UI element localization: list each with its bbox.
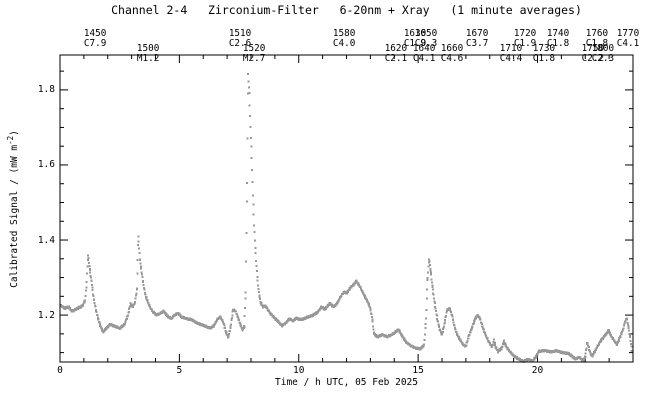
flare-event-number: 1720 (513, 28, 537, 39)
flare-annotation: 1650 C9.3 (415, 29, 437, 49)
flare-annotation: 1620 C2.1 (385, 44, 407, 64)
flare-event-number: 1670 (465, 28, 489, 39)
flare-event-number: 1500 (136, 43, 160, 54)
x-tick-label: 15 (412, 365, 424, 376)
flare-event-number: 1640 (412, 43, 436, 54)
flare-annotation: 1800 C2.3 (592, 44, 614, 64)
flare-annotation: 1670 C3.7 (466, 29, 488, 49)
chart-title: Channel 2-4 Zirconium-Filter 6-20nm + Xr… (111, 3, 582, 17)
flare-annotation: 1450 C7.9 (84, 29, 106, 49)
flare-annotation: 1500 M1.2 (137, 44, 159, 64)
flare-annotation: 1740 C1.8 (547, 29, 569, 49)
flare-event-number: 1510 (228, 28, 252, 39)
flare-annotation: 1730 C1.8 (533, 44, 555, 64)
flare-annotation: 1760 C1.8 (586, 29, 608, 49)
flare-annotation: 1510 C2.6 (229, 29, 251, 49)
flare-annotation: 1630 C1.9 (404, 29, 426, 49)
flare-event-class: C4.6 (440, 53, 464, 64)
flare-annotation: 1660 C4.6 (441, 44, 463, 64)
flare-event-class: C2.3 (591, 53, 615, 64)
x-tick-label: 0 (57, 365, 63, 376)
flare-event-number: 1620 (384, 43, 408, 54)
flare-annotation: 1720 C1.9 (514, 29, 536, 49)
flare-event-class: C1.8 (532, 53, 556, 64)
x-tick-label: 5 (176, 365, 183, 376)
flare-annotation: 1750 C2.2 (582, 44, 604, 64)
flare-event-class: C4.0 (332, 38, 356, 49)
flare-event-class: C4.1 (412, 53, 436, 64)
flare-event-number: 1630 (403, 28, 427, 39)
flare-annotation: 1710 C4.4 (500, 44, 522, 64)
flare-event-class: C7.9 (83, 38, 107, 49)
flare-event-class: C4.1 (616, 38, 640, 49)
flare-annotation: 1640 C4.1 (413, 44, 435, 64)
flare-event-number: 1740 (546, 28, 570, 39)
flare-event-class: C3.7 (465, 38, 489, 49)
flare-event-class: C1.9 (513, 38, 537, 49)
flare-event-class: C1.8 (546, 38, 570, 49)
flare-event-number: 1770 (616, 28, 640, 39)
flare-event-number: 1730 (532, 43, 556, 54)
plot-border (59, 54, 634, 363)
flare-event-number: 1450 (83, 28, 107, 39)
x-tick-label: 10 (293, 365, 305, 376)
flare-event-class: C2.1 (384, 53, 408, 64)
flare-event-class: M1.2 (136, 53, 160, 64)
flare-event-class: C2.2 (581, 53, 605, 64)
flare-event-number: 1710 (499, 43, 523, 54)
x-axis-label: Time / h UTC, 05 Feb 2025 (275, 377, 418, 388)
flare-event-number: 1760 (585, 28, 609, 39)
flare-annotation: 1580 C4.0 (333, 29, 355, 49)
flare-event-class: C4.4 (499, 53, 523, 64)
flare-event-number: 1660 (440, 43, 464, 54)
y-tick-label: 1.6 (37, 159, 55, 171)
y-tick-label: 1.8 (37, 84, 55, 96)
x-tick-label: 20 (531, 365, 544, 376)
flare-event-number: 1580 (332, 28, 356, 39)
flare-event-class: C1.8 (585, 38, 609, 49)
flare-annotation: 1770 C4.1 (617, 29, 639, 49)
flare-event-number: 1650 (414, 28, 438, 39)
y-tick-label: 1.4 (37, 234, 55, 246)
flare-event-class: C1.9 (403, 38, 427, 49)
flare-annotation: 1520 M2.7 (243, 44, 265, 64)
flare-event-class: C9.3 (414, 38, 438, 49)
flare-event-number: 1520 (242, 43, 266, 54)
flare-event-class: C2.6 (228, 38, 252, 49)
flare-event-class: M2.7 (242, 53, 266, 64)
flare-event-number: 1750 (581, 43, 605, 54)
y-tick-label: 1.2 (37, 309, 55, 321)
flare-event-number: 1800 (591, 43, 615, 54)
